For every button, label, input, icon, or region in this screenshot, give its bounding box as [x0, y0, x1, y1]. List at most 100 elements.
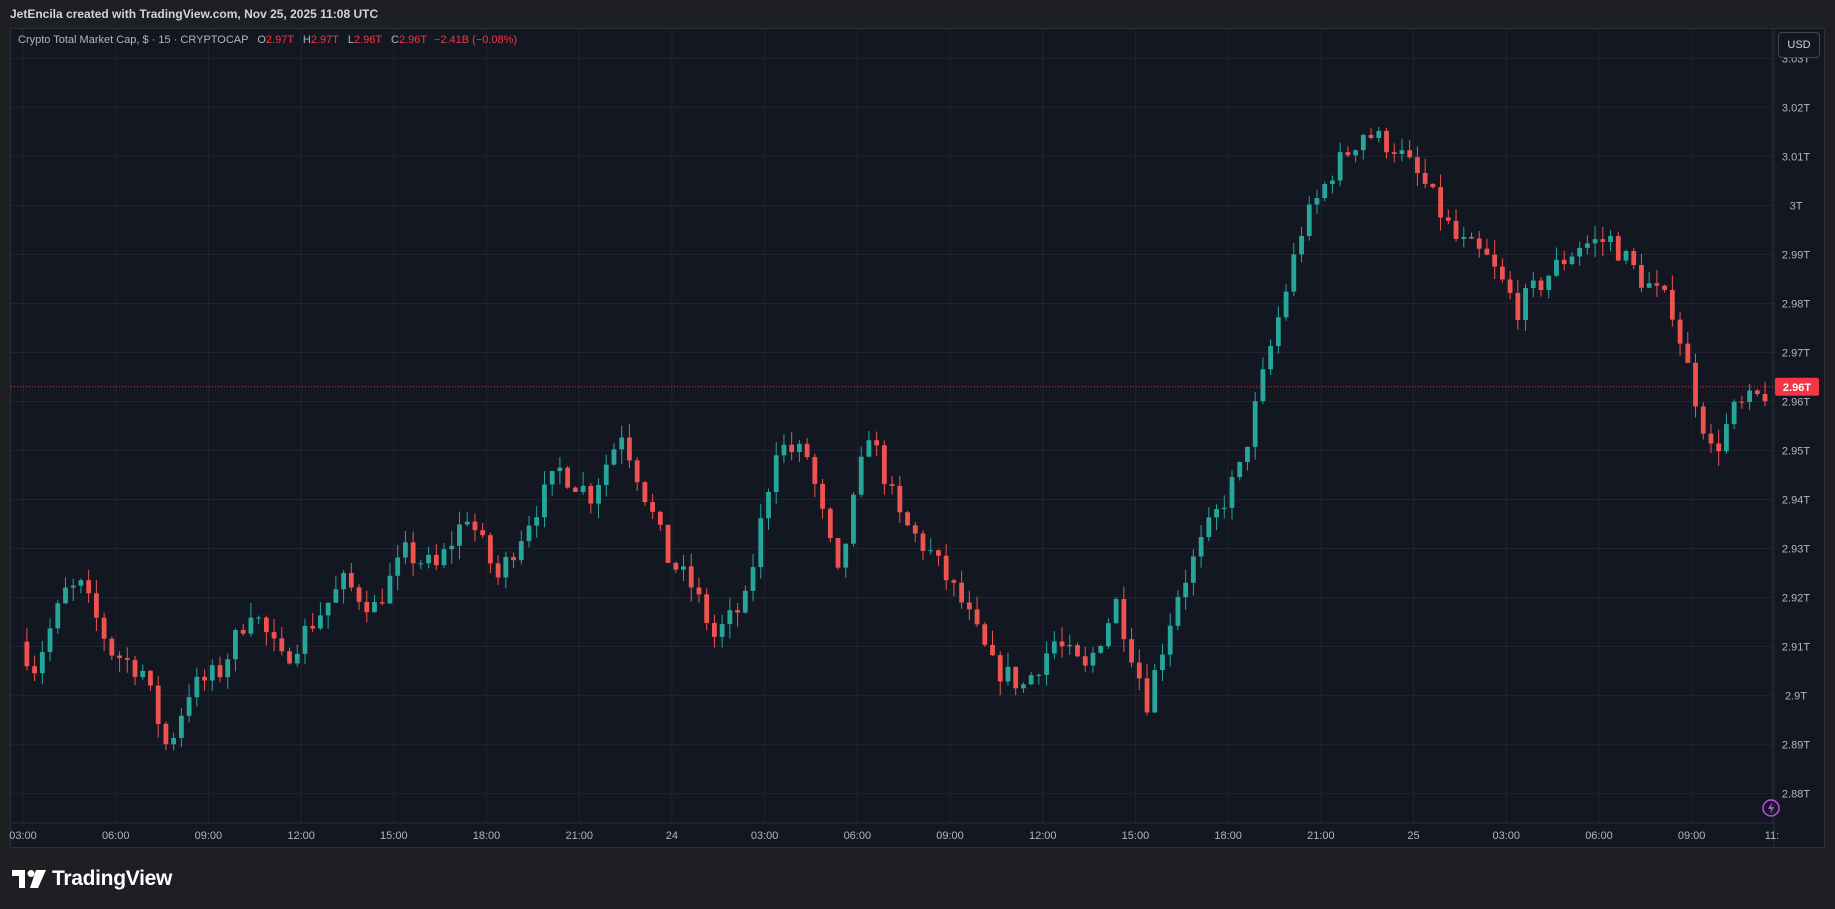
candle-body [789, 444, 795, 452]
footer-brand[interactable]: TradingView [12, 864, 172, 894]
candle-body [858, 456, 864, 495]
candle-body [1445, 217, 1451, 221]
candle-body [1221, 507, 1227, 510]
candle-body [1106, 623, 1111, 647]
candle-body [897, 485, 903, 513]
candle-body [712, 622, 717, 637]
candle-body [1530, 280, 1536, 289]
candle-body [1731, 401, 1737, 425]
candle-body [1584, 243, 1590, 248]
candle-body [735, 610, 740, 613]
candle-body [503, 556, 509, 578]
candle-body [588, 485, 594, 504]
brand-name: TradingView [52, 867, 173, 890]
y-tick-label: 2.88T [1782, 789, 1810, 801]
candle-body [1013, 666, 1019, 689]
candle-body [727, 610, 733, 625]
candle-body [186, 697, 192, 716]
candle-body [959, 582, 965, 603]
candle-body [542, 484, 547, 518]
candle-body [464, 521, 470, 525]
candle-body [866, 440, 872, 457]
candle-body [1028, 675, 1034, 685]
x-tick-label: 09:00 [195, 830, 223, 842]
candle-body [1631, 251, 1637, 266]
candle-body [1198, 537, 1204, 557]
candle-body [511, 556, 516, 561]
price-axis[interactable]: 2.88T 2.89T 2.9T 2.91T 2.92T 2.93T 2.94T 2.95T 2… [1782, 53, 1810, 800]
candle-body [256, 617, 262, 619]
candle-body [1662, 285, 1668, 290]
candle-body [1499, 266, 1505, 280]
x-tick-label: 24 [666, 830, 678, 842]
low-label: L [347, 34, 354, 46]
candle-body [1360, 134, 1366, 151]
candle-body [1121, 599, 1127, 640]
y-tick-label: 3.02T [1782, 102, 1810, 114]
y-tick-label: 2.91T [1782, 642, 1810, 654]
candle-body [1399, 150, 1405, 154]
lightning-icon[interactable] [1762, 799, 1780, 817]
candle-body [248, 617, 254, 634]
currency-button[interactable]: USD [1778, 32, 1820, 58]
candle-body [966, 602, 972, 610]
candle-body [225, 659, 231, 678]
candle-body [1275, 317, 1281, 347]
candle-body [1724, 424, 1729, 452]
candle-body [1608, 236, 1613, 242]
x-tick-label: 11: [1765, 830, 1779, 842]
candle-body [1615, 236, 1621, 261]
open-value: 2.97T [265, 34, 294, 46]
candle-body [441, 549, 447, 566]
candle-body [1384, 130, 1389, 153]
candle-body [364, 601, 370, 613]
candle-body [1708, 433, 1714, 444]
candle-body [240, 629, 246, 634]
candle-body [781, 444, 787, 456]
candle-body [688, 566, 694, 588]
candle-body [1623, 251, 1629, 261]
high-value: 2.97T [310, 34, 339, 46]
candle-body [418, 563, 424, 565]
candle-body [812, 457, 818, 484]
candle-body [487, 535, 493, 564]
x-tick-label: 06:00 [844, 830, 872, 842]
candle-body [348, 573, 354, 588]
candle-body [1754, 390, 1760, 394]
candle-body [117, 655, 122, 659]
candle-body [1082, 656, 1088, 666]
y-tick-label: 2.94T [1782, 495, 1810, 507]
candle-body [379, 602, 385, 604]
candle-body [572, 487, 578, 492]
chart-panel[interactable] [10, 28, 1825, 848]
x-tick-label: 06:00 [102, 830, 130, 842]
y-tick-label: 2.98T [1782, 298, 1810, 310]
candle-body [1059, 641, 1065, 647]
candle-body [758, 518, 764, 568]
candle-body [1021, 684, 1026, 689]
candle-body [433, 554, 439, 566]
candle-body [1268, 346, 1274, 370]
candle-body [657, 511, 663, 525]
candle-body [1330, 180, 1335, 185]
x-tick-label: 12:00 [1029, 830, 1057, 842]
candle-body [1654, 283, 1660, 286]
candle-body [1577, 247, 1583, 257]
candle-body [881, 445, 887, 485]
candle-body [1214, 509, 1219, 518]
candle-body [1090, 652, 1096, 666]
candle-body [1515, 292, 1521, 321]
x-tick-label: 03:00 [751, 830, 779, 842]
candle-body [827, 508, 833, 539]
candle-body [1190, 556, 1196, 583]
candle-body [982, 624, 988, 645]
time-axis[interactable]: 03:00 06:00 09:00 12:00 15:00 18:00 21:00 24 03:… [9, 830, 1779, 842]
candle-body [1762, 393, 1768, 402]
candle-body [356, 587, 362, 602]
candle-body [912, 525, 918, 534]
candle-body [1306, 204, 1312, 236]
grid-lines [11, 29, 1774, 823]
candle-body [163, 723, 169, 745]
candle-body [233, 629, 238, 660]
